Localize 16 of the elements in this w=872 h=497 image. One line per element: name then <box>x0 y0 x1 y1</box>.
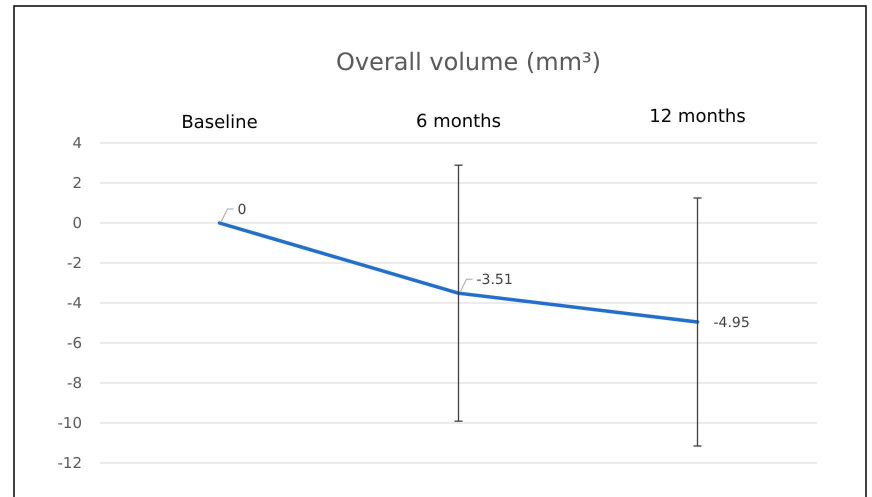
y-tick-label: -6 <box>67 334 82 352</box>
y-tick-label: -8 <box>67 374 82 392</box>
data-label: 0 <box>238 202 246 218</box>
chart-title: Overall volume (mm³) <box>336 48 602 76</box>
y-tick-label: -12 <box>58 454 82 472</box>
y-tick-label: -4 <box>67 294 82 312</box>
y-tick-label: 2 <box>72 174 82 192</box>
y-tick-label: 4 <box>72 134 82 152</box>
x-tick-label: 6 months <box>416 111 501 132</box>
x-tick-label: 12 months <box>649 106 746 127</box>
data-label: -4.95 <box>714 315 750 331</box>
x-tick-label: Baseline <box>181 112 258 133</box>
y-tick-label: 0 <box>72 214 82 232</box>
data-label: -3.51 <box>476 272 513 288</box>
y-tick-label: -10 <box>58 414 82 432</box>
y-tick-label: -2 <box>67 254 82 272</box>
